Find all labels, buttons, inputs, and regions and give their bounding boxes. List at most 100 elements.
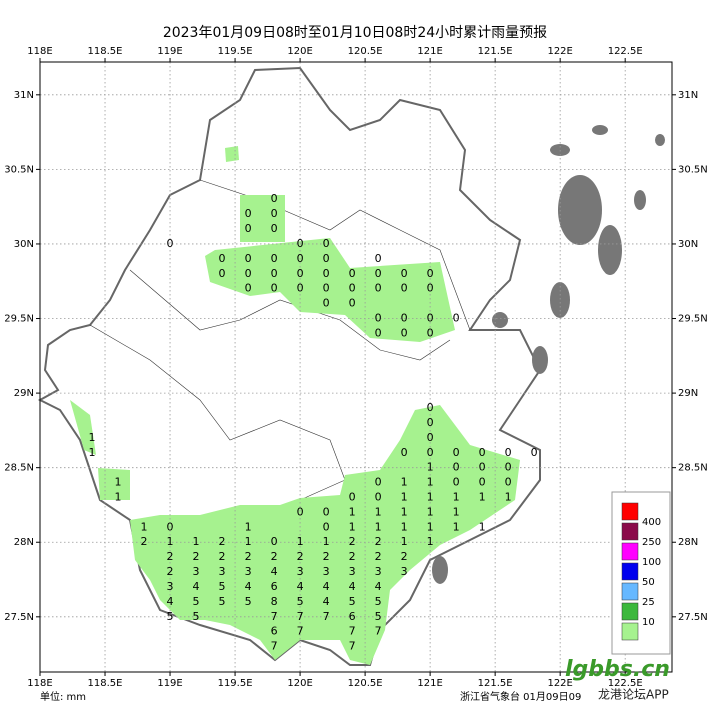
- grid-value: 0: [323, 297, 330, 310]
- grid-value: 0: [531, 446, 538, 459]
- legend-label: 50: [642, 577, 655, 588]
- grid-value: 3: [401, 565, 408, 578]
- grid-value: 1: [245, 535, 252, 548]
- grid-value: 4: [349, 580, 356, 593]
- grid-value: 5: [167, 610, 174, 623]
- grid-value: 5: [349, 595, 356, 608]
- lon-tick-label: 118E: [27, 678, 52, 689]
- grid-value: 0: [297, 252, 304, 265]
- grid-value: 1: [401, 505, 408, 518]
- lon-tick-label: 120E: [287, 46, 312, 57]
- grid-value: 1: [141, 520, 148, 533]
- grid-value: 0: [453, 461, 460, 474]
- grid-value: 0: [323, 252, 330, 265]
- grid-value: 4: [323, 595, 330, 608]
- lat-tick-label: 31N: [678, 90, 698, 101]
- legend-swatch: [621, 502, 639, 521]
- grid-value: 5: [193, 610, 200, 623]
- grid-value: 8: [271, 595, 278, 608]
- lat-tick-label: 28.5N: [678, 463, 708, 474]
- lon-tick-label: 122.5E: [608, 678, 643, 689]
- lat-tick-label: 29N: [678, 388, 698, 399]
- grid-value: 1: [427, 461, 434, 474]
- grid-value: 0: [349, 491, 356, 504]
- grid-value: 0: [245, 267, 252, 280]
- lon-tick-label: 119E: [157, 678, 182, 689]
- grid-value: 0: [401, 312, 408, 325]
- grid-value: 0: [219, 267, 226, 280]
- grid-value: 0: [427, 267, 434, 280]
- grid-value: 4: [375, 580, 382, 593]
- grid-value: 3: [193, 565, 200, 578]
- lon-tick-label: 119E: [157, 46, 182, 57]
- grid-value: 0: [219, 252, 226, 265]
- lat-tick-label: 29.5N: [678, 314, 708, 325]
- grid-value: 0: [427, 416, 434, 429]
- legend: 400 250 100 50 25 10: [611, 491, 671, 655]
- grid-value: 1: [505, 491, 512, 504]
- lat-tick-label: 28.5N: [4, 463, 34, 474]
- legend-label: 25: [642, 597, 655, 608]
- grid-value: 4: [167, 595, 174, 608]
- grid-value: 0: [479, 461, 486, 474]
- inner-border: [89, 324, 346, 501]
- map-title: 2023年01月09日08时至01月10日08时24小时累计雨量预报: [163, 25, 547, 41]
- watermark: lgbbs.cn: [565, 657, 670, 682]
- unit-label: 单位: mm: [40, 690, 86, 703]
- lon-tick-label: 118E: [27, 46, 52, 57]
- grid-value: 7: [349, 640, 356, 653]
- islands: [432, 125, 665, 584]
- lon-tick-label: 119.5E: [218, 46, 253, 57]
- grid-value: 6: [271, 580, 278, 593]
- grid-value: 0: [375, 476, 382, 489]
- lat-tick-label: 29N: [14, 388, 34, 399]
- grid-value: 0: [427, 431, 434, 444]
- grid-value: 1: [245, 520, 252, 533]
- grid-value: 1: [427, 520, 434, 533]
- grid-value: 1: [323, 535, 330, 548]
- grid-value: 0: [427, 312, 434, 325]
- grid-value: 2: [349, 535, 356, 548]
- lon-tick-label: 120.5E: [348, 678, 383, 689]
- lat-tick-label: 31N: [14, 90, 34, 101]
- grid-value: 4: [245, 580, 252, 593]
- grid-value: 0: [375, 312, 382, 325]
- grid-value: 3: [297, 565, 304, 578]
- grid-value: 0: [453, 312, 460, 325]
- grid-value: 2: [323, 550, 330, 563]
- lon-tick-label: 118.5E: [88, 678, 123, 689]
- grid-value: 7: [297, 625, 304, 638]
- grid-value: 0: [245, 222, 252, 235]
- grid-value: 0: [375, 491, 382, 504]
- lon-tick-label: 121E: [417, 46, 442, 57]
- grid-value: 0: [375, 267, 382, 280]
- grid-value: 5: [297, 595, 304, 608]
- grid-value: 0: [375, 282, 382, 295]
- rain-patch: [130, 405, 520, 665]
- grid-value: 1: [427, 505, 434, 518]
- lat-tick-label: 28N: [14, 537, 34, 548]
- grid-value: 2: [375, 535, 382, 548]
- grid-value: 5: [245, 595, 252, 608]
- grid-value: 1: [427, 491, 434, 504]
- grid-value: 1: [427, 535, 434, 548]
- grid-value: 5: [375, 610, 382, 623]
- grid-value: 1: [375, 520, 382, 533]
- grid-value: 3: [245, 565, 252, 578]
- grid-value: 1: [89, 431, 96, 444]
- grid-value: 0: [349, 267, 356, 280]
- lon-tick-label: 120E: [287, 678, 312, 689]
- grid-value: 2: [349, 550, 356, 563]
- grid-value: 0: [505, 461, 512, 474]
- grid-value: 1: [349, 505, 356, 518]
- grid-value: 1: [89, 446, 96, 459]
- grid-value: 0: [349, 282, 356, 295]
- grid-value: 2: [271, 550, 278, 563]
- grid-value: 3: [349, 565, 356, 578]
- lon-tick-label: 122.5E: [608, 46, 643, 57]
- grid-value: 2: [193, 550, 200, 563]
- grid-value: 5: [219, 580, 226, 593]
- grid-value: 2: [167, 550, 174, 563]
- legend-swatch: [621, 522, 639, 541]
- grid-value: 0: [323, 505, 330, 518]
